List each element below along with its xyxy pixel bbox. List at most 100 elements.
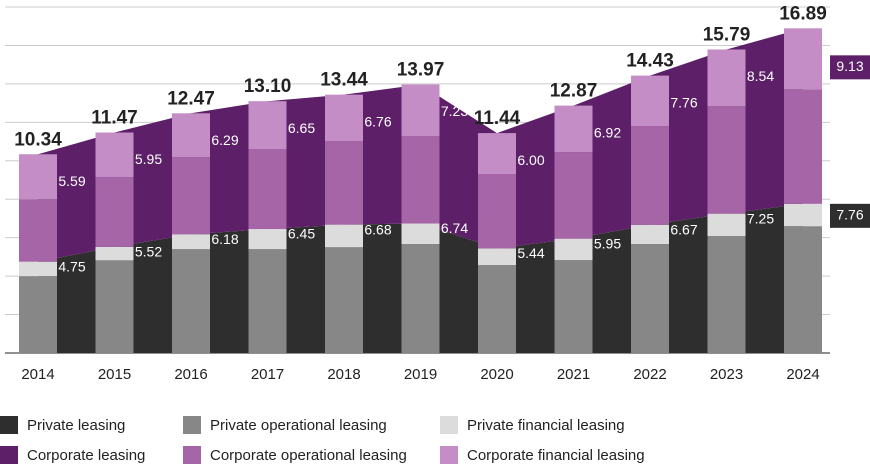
value-box: [830, 55, 870, 80]
bar-segment: [478, 133, 516, 175]
legend-swatch: [440, 416, 458, 434]
x-tick-label: 2024: [786, 366, 819, 383]
bar-segment: [401, 84, 440, 137]
x-tick-label: 2023: [710, 366, 743, 383]
total-label: 15.79: [703, 24, 751, 45]
legend-swatch: [183, 416, 201, 434]
total-label: 10.34: [14, 129, 62, 150]
bar-segment: [784, 89, 822, 204]
legend-label: Private operational leasing: [210, 417, 387, 434]
bar-segment: [707, 49, 746, 107]
legend-label: Corporate financial leasing: [467, 447, 645, 464]
x-tick-label: 2016: [174, 366, 207, 383]
total-label: 13.44: [320, 70, 368, 91]
value-label: 9.13: [836, 58, 863, 74]
bar-segment: [172, 157, 210, 235]
value-label: 6.74: [441, 220, 468, 236]
bar-segment: [19, 261, 57, 277]
legend-label: Corporate leasing: [27, 447, 145, 464]
bar-segment: [554, 238, 593, 261]
bar-segment: [248, 101, 287, 150]
total-label: 13.97: [397, 59, 445, 80]
value-label: 4.75: [58, 258, 85, 274]
legend-swatch: [0, 416, 18, 434]
bar-segment: [784, 28, 822, 90]
bar-segment: [95, 260, 134, 353]
bar-segment: [784, 226, 822, 353]
bar-segment: [478, 248, 516, 266]
value-label: 5.95: [594, 235, 621, 251]
bar-segment: [631, 126, 669, 225]
bar-segment: [19, 154, 57, 200]
x-tick-label: 2018: [327, 366, 360, 383]
value-label: 6.67: [670, 221, 697, 237]
bar-segment: [631, 75, 669, 127]
value-label: 7.23: [441, 103, 468, 119]
total-label: 11.47: [91, 108, 138, 129]
value-label: 5.59: [58, 173, 85, 189]
x-tick-label: 2014: [21, 366, 54, 383]
x-tick-label: 2019: [404, 366, 437, 383]
bar-segment: [707, 106, 746, 214]
legend-label: Corporate operational leasing: [210, 447, 407, 464]
x-tick-label: 2022: [633, 366, 666, 383]
bar-segment: [325, 141, 363, 225]
value-box: [830, 203, 870, 228]
bar-segment: [248, 249, 287, 353]
bar-segment: [248, 229, 287, 250]
value-label: 6.68: [364, 221, 391, 237]
value-label: 6.00: [517, 152, 544, 168]
bar-segment: [554, 152, 593, 239]
bar-segment: [707, 236, 746, 353]
bar-segment: [95, 132, 134, 178]
bar-segment: [325, 224, 363, 248]
value-label: 6.18: [211, 231, 238, 247]
total-label: 14.43: [626, 51, 674, 72]
bar-segment: [325, 247, 363, 353]
bar-segment: [95, 246, 134, 261]
bar-segment: [19, 199, 57, 262]
value-label: 7.76: [836, 207, 863, 223]
value-label: 7.25: [747, 210, 774, 226]
total-label: 16.89: [779, 3, 827, 24]
bar-segment: [554, 105, 593, 153]
bar-segment: [95, 177, 134, 247]
legend-swatch: [183, 446, 201, 464]
value-label: 6.76: [364, 113, 391, 129]
value-label: 6.65: [288, 120, 315, 136]
total-label: 12.47: [167, 88, 215, 109]
value-label: 6.45: [288, 226, 315, 242]
bar-segment: [631, 224, 669, 245]
bar-segment: [478, 174, 516, 249]
bar-segment: [401, 223, 440, 245]
legend-label: Private financial leasing: [467, 417, 625, 434]
value-label: 5.95: [135, 151, 162, 167]
total-label: 13.10: [244, 76, 292, 97]
bar-segment: [401, 244, 440, 353]
bar-segment: [478, 265, 516, 353]
legend-label: Private leasing: [27, 417, 125, 434]
x-tick-label: 2017: [251, 366, 284, 383]
bar-segment: [554, 260, 593, 353]
bar-segment: [325, 94, 363, 142]
value-label: 5.44: [517, 245, 544, 261]
value-label: 8.54: [747, 68, 774, 84]
bar-segment: [784, 203, 822, 227]
x-tick-label: 2020: [480, 366, 513, 383]
x-tick-label: 2021: [557, 366, 590, 383]
bar-segment: [401, 136, 440, 224]
total-label: 11.44: [474, 108, 521, 129]
value-label: 7.76: [670, 94, 697, 110]
value-label: 5.52: [135, 244, 162, 260]
bar-segment: [707, 213, 746, 237]
total-label: 12.87: [550, 81, 598, 102]
legend-swatch: [440, 446, 458, 464]
x-tick-label: 2015: [98, 366, 131, 383]
bar-segment: [172, 113, 210, 158]
bar-segment: [172, 234, 210, 250]
bar-segment: [248, 149, 287, 230]
legend-swatch: [0, 446, 18, 464]
bar-segment: [172, 249, 210, 353]
bar-segment: [631, 244, 669, 353]
